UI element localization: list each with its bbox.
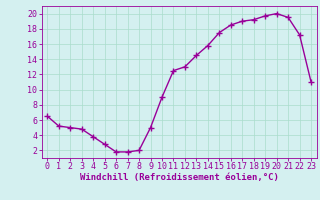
X-axis label: Windchill (Refroidissement éolien,°C): Windchill (Refroidissement éolien,°C) xyxy=(80,173,279,182)
